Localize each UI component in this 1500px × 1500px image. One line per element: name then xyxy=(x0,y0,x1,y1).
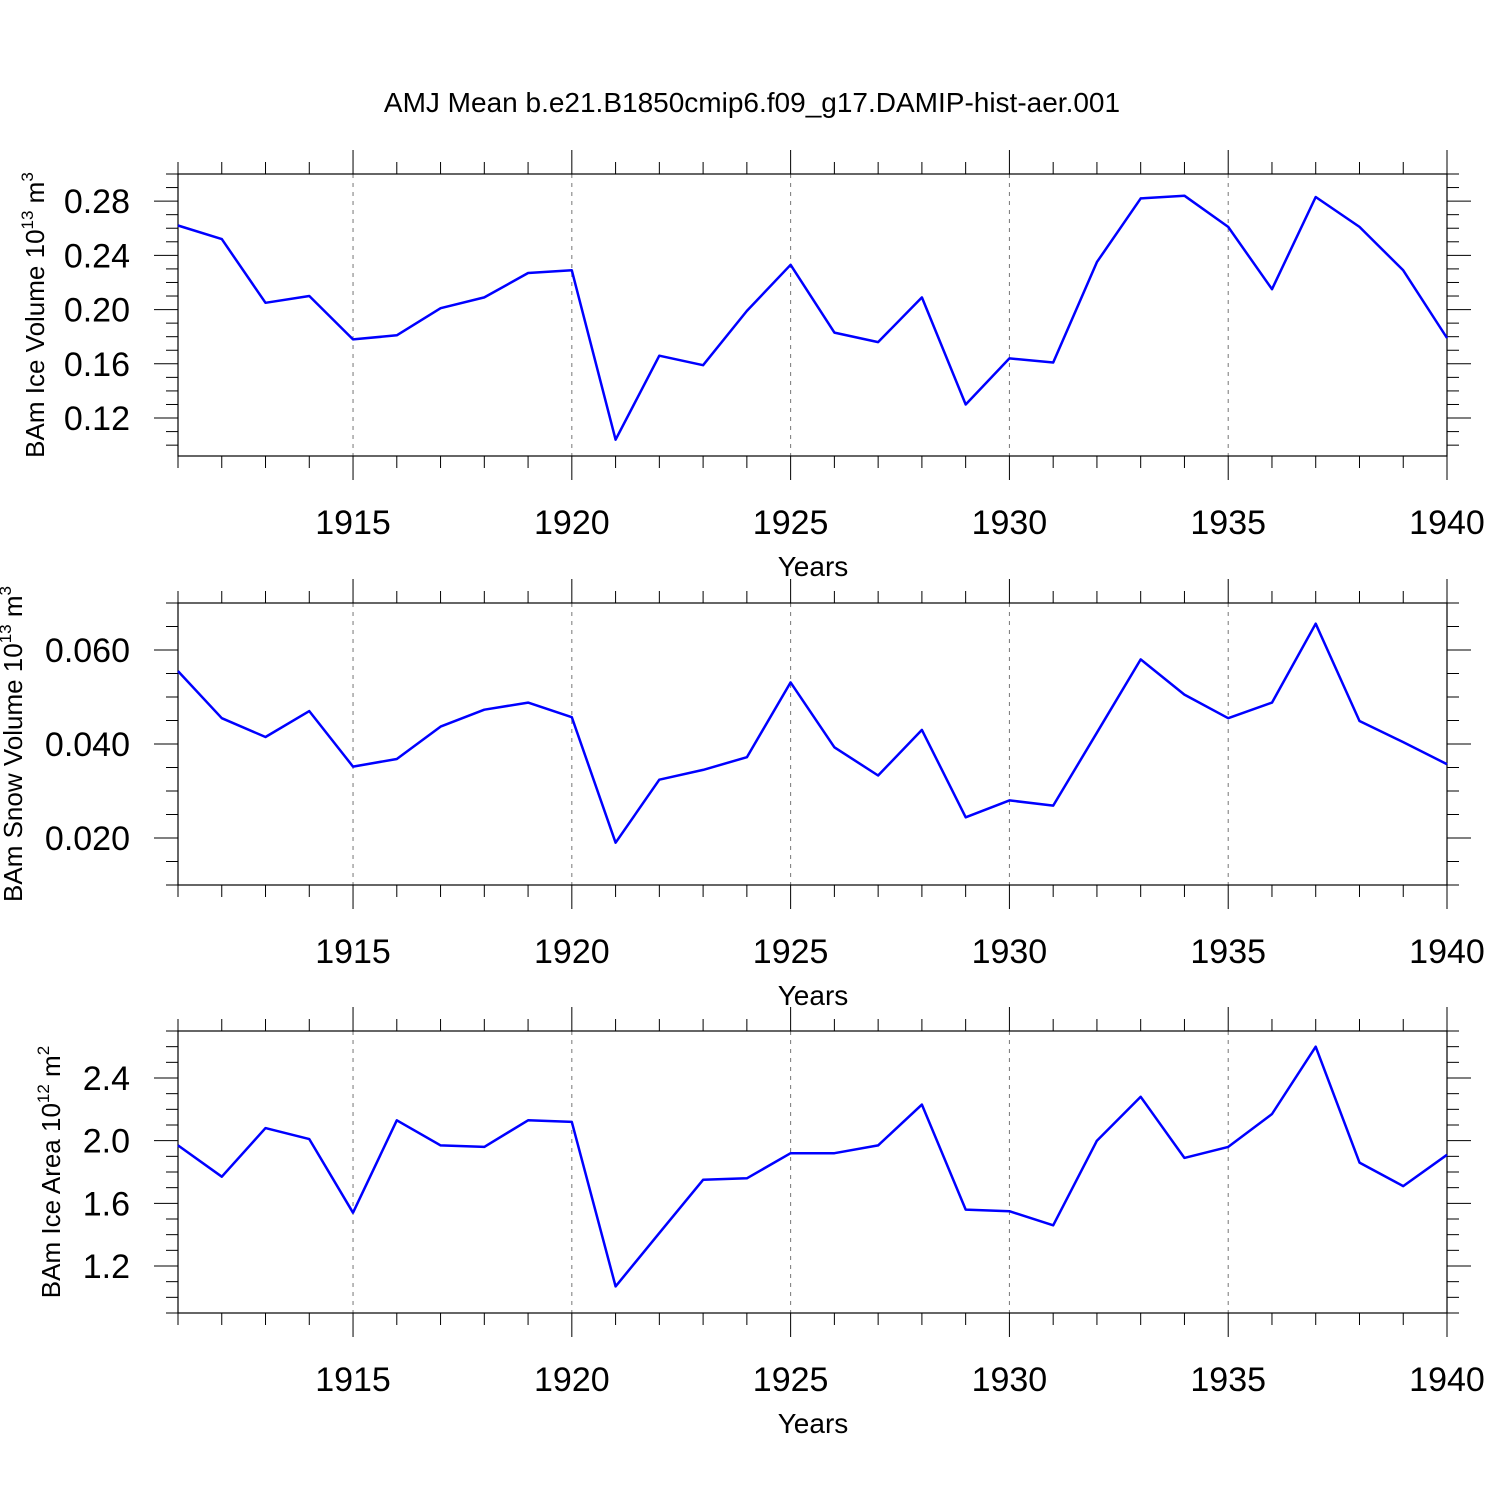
y-tick-label: 0.28 xyxy=(64,183,130,221)
y-tick-label: 0.040 xyxy=(45,726,130,764)
x-tick-label: 1915 xyxy=(315,933,391,971)
y-tick-label: 0.20 xyxy=(64,292,130,330)
x-axis-label: Years xyxy=(778,551,849,582)
y-axis-label-part: BAm Snow Volume 10 xyxy=(0,643,28,902)
y-axis-label-superscript: 3 xyxy=(18,172,37,181)
plot-frame xyxy=(177,173,1448,457)
x-tick-label: 1940 xyxy=(1409,933,1485,971)
x-tick-label: 1940 xyxy=(1409,1361,1485,1399)
x-tick-label: 1920 xyxy=(534,504,610,542)
plot-frame xyxy=(177,602,1448,886)
y-axis-label-part: m xyxy=(36,1055,66,1084)
x-tick-label: 1925 xyxy=(753,504,829,542)
y-tick-label: 0.24 xyxy=(64,237,130,275)
y-tick-label: 0.060 xyxy=(45,632,130,670)
x-tick-label: 1925 xyxy=(753,933,829,971)
data-line xyxy=(177,194,1449,441)
chart-panels: 1915 1920 1925 1930 1935 1940 Years 0.12 0.16 0.2… xyxy=(0,150,1485,1439)
y-tick-label: 1.6 xyxy=(83,1185,130,1223)
y-axis-label: BAm Ice Volume 1013 m3 xyxy=(18,172,50,458)
x-axis-label: Years xyxy=(778,1408,849,1439)
y-axis-label-superscript: 13 xyxy=(0,624,15,643)
plot-frame xyxy=(177,1030,1448,1314)
x-tick-label: 1925 xyxy=(753,1361,829,1399)
chart-panel-1: 1915 1920 1925 1930 1935 1940 Years 0.12 0.16 0.2… xyxy=(18,150,1485,582)
x-axis-label: Years xyxy=(778,980,849,1011)
y-axis-label-superscript: 3 xyxy=(0,586,15,595)
y-axis-label-part: BAm Ice Volume 10 xyxy=(20,229,50,457)
chart-panel-3: 1915 1920 1925 1930 1935 1940 Years 1.2 1.6 2.0 2.… xyxy=(34,1007,1485,1439)
x-tick-label: 1930 xyxy=(972,1361,1048,1399)
x-tick-label: 1930 xyxy=(972,504,1048,542)
y-tick-label: 0.12 xyxy=(64,400,130,438)
y-tick-label: 2.0 xyxy=(83,1123,130,1161)
y-axis-label: BAm Ice Area 1012 m2 xyxy=(34,1046,66,1298)
y-tick-label: 0.020 xyxy=(45,820,130,858)
y-axis-label-superscript: 13 xyxy=(18,211,37,230)
x-tick-label: 1940 xyxy=(1409,504,1485,542)
x-tick-label: 1920 xyxy=(534,1361,610,1399)
y-tick-label: 0.16 xyxy=(64,346,130,384)
chart-panel-2: 1915 1920 1925 1930 1935 1940 Years 0.020 0.040 0… xyxy=(0,579,1485,1011)
y-axis-label-part: m xyxy=(0,595,28,624)
data-line xyxy=(177,1045,1448,1288)
x-tick-label: 1935 xyxy=(1190,504,1266,542)
x-tick-label: 1930 xyxy=(972,933,1048,971)
x-tick-label: 1920 xyxy=(534,933,610,971)
x-tick-label: 1935 xyxy=(1190,1361,1266,1399)
y-axis-label-part: m xyxy=(20,182,50,211)
y-axis-label: BAm Snow Volume 1013 m3 xyxy=(0,586,28,902)
y-axis-label-superscript: 2 xyxy=(34,1046,53,1055)
x-tick-label: 1935 xyxy=(1190,933,1266,971)
y-tick-label: 2.4 xyxy=(83,1060,130,1098)
y-axis-label-part: BAm Ice Area 10 xyxy=(36,1103,66,1298)
figure-title: AMJ Mean b.e21.B1850cmip6.f09_g17.DAMIP-… xyxy=(384,87,1120,118)
x-tick-label: 1915 xyxy=(315,504,391,542)
data-line xyxy=(177,622,1448,844)
x-tick-label: 1915 xyxy=(315,1361,391,1399)
y-tick-label: 1.2 xyxy=(83,1248,130,1286)
y-axis-label-superscript: 12 xyxy=(34,1084,53,1103)
